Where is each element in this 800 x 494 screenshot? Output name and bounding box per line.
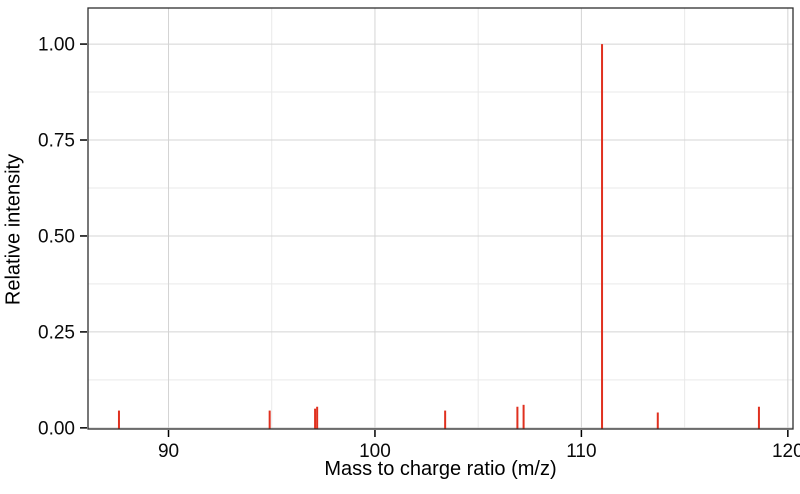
y-tick-label: 0.25 — [38, 322, 75, 343]
x-tick-label: 100 — [359, 441, 391, 462]
y-tick-label: 0.75 — [38, 131, 75, 152]
x-axis-title: Mass to charge ratio (m/z) — [324, 458, 557, 480]
x-tick-label: 110 — [566, 441, 596, 462]
y-tick-label: 0.50 — [38, 226, 75, 247]
y-tick-label: 0.00 — [38, 418, 75, 439]
panel-border — [87, 7, 794, 430]
x-tick-label: 90 — [158, 441, 179, 462]
x-tick-label: 120 — [772, 441, 800, 462]
y-tick-label: 1.00 — [38, 35, 75, 56]
y-axis-title: Relative intensity — [2, 153, 25, 306]
